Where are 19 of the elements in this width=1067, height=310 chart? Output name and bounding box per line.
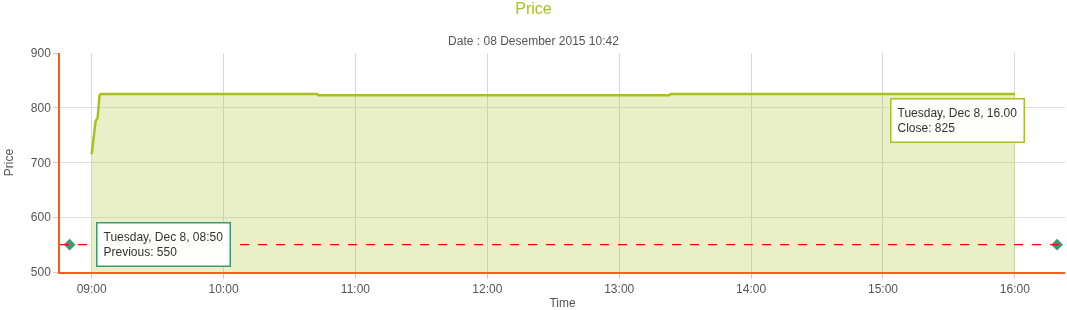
x-tick-label: 11:00 — [340, 282, 371, 297]
y-tick-label: 900 — [30, 46, 52, 61]
y-tick-label: 600 — [30, 210, 52, 225]
x-tick-label: 09:00 — [76, 282, 107, 297]
chart-subtitle: Date : 08 Desember 2015 10:42 — [448, 33, 620, 48]
x-tick-label: 13:00 — [604, 282, 635, 297]
x-tick-label: 14:00 — [736, 282, 767, 297]
y-axis-title: Price — [1, 148, 16, 177]
x-tick-label: 16:00 — [999, 282, 1031, 297]
x-tick-label: 10:00 — [208, 282, 239, 297]
y-tick-label: 800 — [30, 100, 52, 115]
chart-title: Price — [515, 0, 552, 18]
x-axis-title: Time — [549, 296, 576, 310]
annotation: Tuesday, Dec 8, 16.00 Close: 825 — [897, 105, 1018, 136]
x-tick-label: 15:00 — [867, 282, 899, 297]
y-tick-label: 500 — [30, 265, 52, 280]
y-tick-label: 700 — [30, 155, 52, 170]
annotation: Tuesday, Dec 8, 08:50 Previous: 550 — [103, 229, 224, 260]
x-tick-label: 12:00 — [472, 282, 503, 297]
